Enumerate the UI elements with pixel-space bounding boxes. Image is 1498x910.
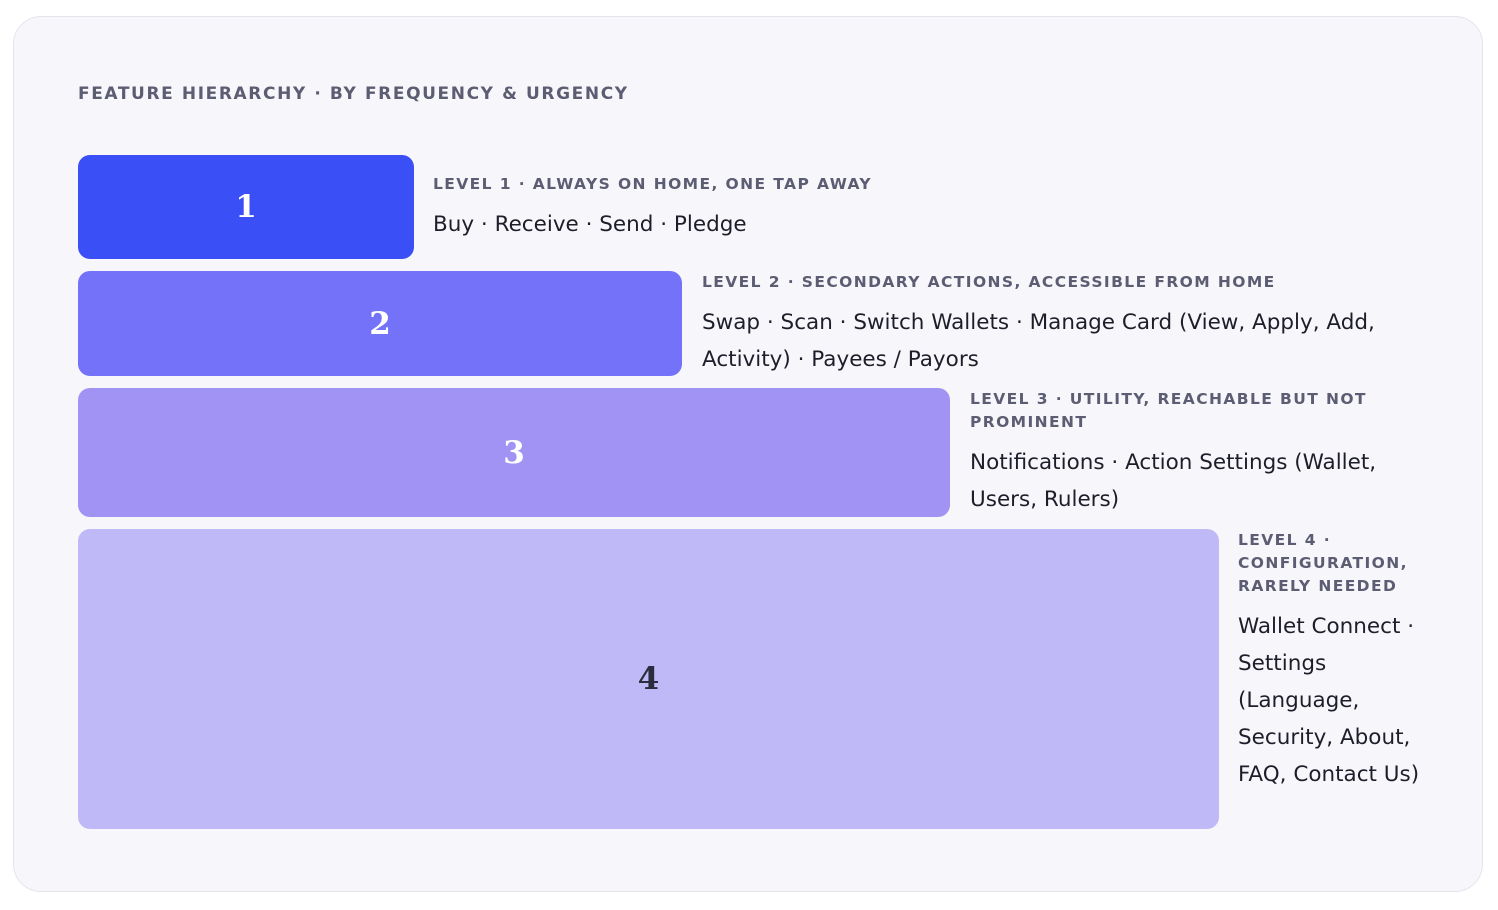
level-3-bar: 3	[78, 388, 950, 517]
level-2-features: Swap · Scan · Switch Wallets · Manage Ca…	[702, 310, 1375, 372]
level-2-number: 2	[369, 305, 391, 342]
level-3-number: 3	[503, 434, 525, 471]
level-1-description: LEVEL 1 · ALWAYS ON HOME, ONE TAP AWAY B…	[433, 173, 1433, 243]
level-2-title: LEVEL 2 · SECONDARY ACTIONS, ACCESSIBLE …	[702, 273, 1276, 291]
level-4-bar: 4	[78, 529, 1219, 829]
level-3-title: LEVEL 3 · UTILITY, REACHABLE BUT NOT PRO…	[970, 390, 1367, 431]
level-1-bar: 1	[78, 155, 414, 259]
diagram-heading: FEATURE HIERARCHY · BY FREQUENCY & URGEN…	[78, 84, 629, 104]
level-2-bar: 2	[78, 271, 682, 376]
level-4-number: 4	[637, 661, 660, 697]
level-4-title: LEVEL 4 · CONFIGURATION, RARELY NEEDED	[1238, 531, 1408, 595]
level-1-features: Buy · Receive · Send · Pledge	[433, 212, 747, 237]
level-1-number: 1	[235, 189, 257, 225]
level-2-description: LEVEL 2 · SECONDARY ACTIONS, ACCESSIBLE …	[702, 271, 1422, 378]
level-4-description: LEVEL 4 · CONFIGURATION, RARELY NEEDED W…	[1238, 529, 1428, 793]
level-4-features: Wallet Connect · Settings (Language, Sec…	[1238, 614, 1420, 787]
level-3-features: Notifications · Action Settings (Wallet,…	[970, 450, 1377, 512]
level-1-title: LEVEL 1 · ALWAYS ON HOME, ONE TAP AWAY	[433, 175, 873, 193]
level-3-description: LEVEL 3 · UTILITY, REACHABLE BUT NOT PRO…	[970, 388, 1430, 518]
